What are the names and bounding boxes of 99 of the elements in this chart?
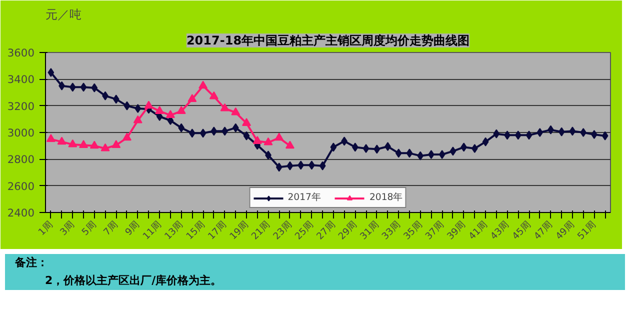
y-tick-label: 3000 bbox=[7, 126, 35, 140]
point bbox=[166, 110, 175, 118]
point bbox=[319, 161, 326, 170]
x-tick-label: 31周 bbox=[358, 220, 381, 242]
point bbox=[274, 132, 284, 141]
x-tick-label: 17周 bbox=[206, 220, 229, 242]
point bbox=[438, 150, 446, 159]
point bbox=[428, 150, 434, 159]
x-tick-label: 21周 bbox=[250, 220, 272, 242]
point bbox=[526, 130, 532, 140]
y-axis-title: 元／吨 bbox=[46, 8, 82, 22]
point bbox=[209, 91, 218, 100]
x-tick-label: 25周 bbox=[293, 220, 316, 242]
point bbox=[493, 129, 500, 138]
point bbox=[285, 140, 294, 149]
legend-label: 2018年 bbox=[370, 191, 402, 204]
chart-title: 2017-18年中国豆粕主产主销区周度均价走势曲线图 bbox=[186, 34, 470, 48]
x-tick-label: 9周 bbox=[123, 220, 142, 238]
point bbox=[90, 140, 99, 149]
x-tick-label: 45周 bbox=[510, 220, 533, 242]
point bbox=[591, 130, 598, 139]
text: 2，价格以主产区出厂/库价格为主。 bbox=[44, 273, 222, 289]
point bbox=[133, 115, 142, 124]
point bbox=[569, 126, 576, 136]
x-tick-label: 29周 bbox=[336, 220, 360, 242]
point bbox=[536, 128, 544, 137]
x-tick-label: 43周 bbox=[488, 220, 512, 242]
point bbox=[417, 151, 424, 160]
point bbox=[232, 123, 239, 132]
point bbox=[352, 142, 358, 152]
point bbox=[220, 103, 230, 112]
x-tick-label: 13周 bbox=[162, 220, 186, 242]
text: 备注： bbox=[14, 255, 49, 271]
point bbox=[46, 134, 56, 142]
point bbox=[602, 131, 608, 140]
point bbox=[558, 127, 565, 136]
point bbox=[80, 82, 87, 92]
x-tick-label: 23周 bbox=[271, 220, 294, 242]
x-tick-label: 33周 bbox=[380, 220, 403, 242]
point bbox=[134, 104, 142, 113]
x-tick-label: 5周 bbox=[80, 220, 98, 238]
point bbox=[124, 101, 130, 110]
point bbox=[100, 143, 110, 152]
point bbox=[374, 144, 380, 154]
point bbox=[276, 162, 282, 172]
point bbox=[231, 107, 240, 116]
point bbox=[79, 140, 88, 148]
x-tick-label: 37周 bbox=[423, 220, 446, 242]
point bbox=[362, 144, 370, 153]
legend-label: 2017年 bbox=[288, 191, 320, 204]
x-tick-label: 41周 bbox=[466, 220, 490, 242]
point bbox=[198, 80, 208, 89]
point bbox=[330, 142, 337, 152]
point bbox=[472, 144, 478, 153]
y-tick-label: 2600 bbox=[7, 180, 35, 193]
point bbox=[91, 83, 98, 92]
point bbox=[384, 142, 391, 151]
point bbox=[514, 130, 522, 140]
point bbox=[580, 128, 587, 137]
point bbox=[264, 137, 273, 146]
point bbox=[188, 94, 197, 102]
point bbox=[406, 148, 413, 158]
point bbox=[298, 160, 304, 170]
point bbox=[69, 82, 76, 92]
point bbox=[395, 148, 402, 158]
point bbox=[242, 118, 252, 126]
point bbox=[155, 106, 164, 114]
x-tick-label: 1周 bbox=[36, 220, 55, 238]
point bbox=[252, 136, 262, 144]
x-tick-label: 27周 bbox=[314, 220, 338, 242]
point bbox=[57, 136, 66, 145]
x-tick-label: 47周 bbox=[532, 220, 555, 242]
point bbox=[200, 128, 206, 138]
x-tick-label: 3周 bbox=[58, 220, 77, 238]
y-tick-label: 2400 bbox=[7, 206, 35, 220]
y-tick-label: 3600 bbox=[7, 46, 35, 60]
y-tick-label: 3400 bbox=[7, 73, 35, 86]
y-tick-label: 3200 bbox=[7, 100, 35, 113]
y-tick-label: 2800 bbox=[7, 153, 35, 166]
x-tick-label: 39周 bbox=[445, 220, 468, 242]
point bbox=[450, 146, 456, 156]
point bbox=[243, 131, 250, 140]
x-tick-label: 7周 bbox=[102, 220, 120, 238]
point bbox=[112, 94, 120, 104]
x-tick-label: 35周 bbox=[402, 220, 424, 242]
point bbox=[286, 161, 294, 170]
point bbox=[112, 140, 121, 148]
x-tick-label: 51周 bbox=[576, 220, 598, 242]
point bbox=[48, 68, 54, 77]
point bbox=[176, 106, 186, 114]
x-tick-label: 15周 bbox=[184, 220, 207, 242]
point bbox=[144, 100, 154, 109]
point bbox=[482, 137, 489, 146]
point bbox=[122, 132, 132, 141]
x-tick-label: 11周 bbox=[140, 220, 164, 242]
x-tick-label: 19周 bbox=[228, 220, 250, 242]
point bbox=[210, 126, 218, 136]
point bbox=[68, 139, 78, 148]
x-tick-label: 49周 bbox=[554, 220, 576, 242]
